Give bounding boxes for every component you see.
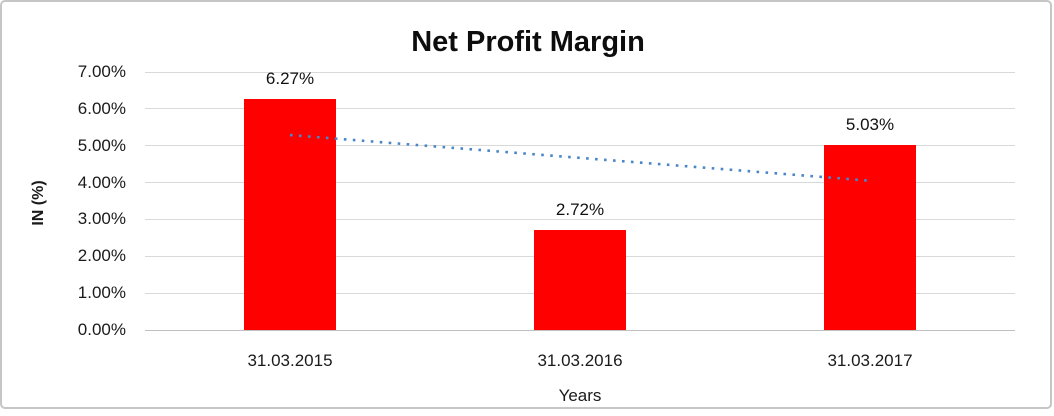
bar-31.03.2016 (534, 229, 626, 330)
x-axis-tick-label: 31.03.2016 (537, 351, 623, 370)
y-axis-tick-label: 4.00% (77, 172, 126, 192)
y-axis-tick-label: 1.00% (77, 283, 126, 303)
y-axis-tick-label: 5.00% (77, 135, 126, 155)
chart-title: Net Profit Margin (411, 26, 645, 58)
gridline (145, 108, 1015, 110)
y-axis-tick-label: 2.00% (77, 246, 126, 266)
gridline (145, 218, 1015, 220)
bar-31.03.2017 (824, 144, 916, 330)
data-label: 6.27% (265, 68, 315, 88)
y-axis-tick-label: 3.00% (77, 209, 126, 229)
data-label: 2.72% (555, 199, 605, 219)
x-axis-tick-label: 31.03.2017 (827, 351, 913, 370)
y-axis-tick-label: 6.00% (77, 98, 126, 118)
bar-31.03.2015 (244, 98, 336, 330)
gridline (145, 329, 1015, 331)
data-label: 5.03% (845, 114, 895, 134)
gridline (145, 182, 1015, 184)
y-axis-tick-label: 0.00% (77, 320, 126, 339)
trendline-path (289, 133, 871, 183)
y-axis-title: IN (%) (30, 180, 47, 226)
x-axis-tick-label: 31.03.2015 (247, 351, 333, 370)
x-axis-title: Years (558, 386, 602, 405)
y-axis-tick-label: 7.00% (77, 62, 126, 81)
gridline (145, 71, 1015, 73)
